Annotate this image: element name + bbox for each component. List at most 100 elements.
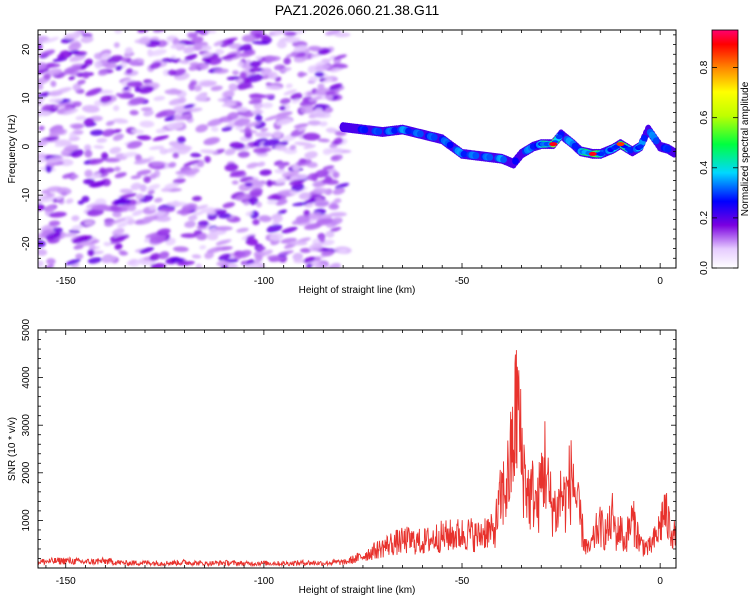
noise-blob	[195, 263, 203, 268]
noise-blob	[248, 99, 263, 105]
noise-blob	[125, 68, 133, 74]
noise-blob	[204, 58, 211, 65]
noise-blob	[150, 263, 166, 268]
noise-blob	[192, 211, 204, 216]
noise-blob	[261, 35, 271, 41]
noise-blob	[284, 31, 297, 37]
noise-blob	[80, 64, 88, 69]
noise-blob	[243, 77, 251, 84]
noise-blob	[215, 48, 225, 55]
x-tick-label: -100	[254, 276, 274, 287]
noise-blob	[159, 207, 175, 212]
noise-blob	[317, 48, 331, 55]
noise-blob	[169, 201, 188, 206]
noise-blob	[319, 235, 326, 243]
noise-blob	[292, 202, 308, 207]
noise-blob	[227, 112, 239, 120]
colorbar-gradient	[711, 29, 739, 269]
noise-blob	[151, 161, 165, 167]
noise-blob	[297, 71, 305, 78]
noise-blob	[70, 174, 79, 179]
noise-blob	[184, 168, 200, 176]
noise-blob	[187, 32, 198, 38]
noise-blob	[260, 127, 269, 132]
noise-blob	[325, 90, 336, 95]
noise-blob	[203, 137, 221, 146]
noise-blob	[169, 88, 179, 93]
noise-blob	[86, 208, 104, 217]
noise-blob	[314, 71, 325, 78]
noise-blob	[38, 68, 49, 76]
noise-blob	[193, 229, 203, 236]
noise-blob	[289, 179, 305, 186]
noise-blob	[305, 263, 313, 268]
noise-blob	[72, 235, 89, 244]
noise-blob	[121, 204, 130, 212]
noise-blob	[103, 241, 111, 247]
y-tick-label: 3000	[21, 414, 32, 437]
noise-blob	[214, 68, 229, 74]
noise-blob	[291, 99, 301, 104]
noise-blob	[244, 130, 253, 139]
noise-blob	[85, 87, 103, 97]
noise-blob	[139, 120, 155, 128]
noise-blob	[277, 209, 288, 215]
noise-blob	[223, 90, 235, 99]
noise-blob	[48, 98, 63, 103]
noise-blob	[307, 120, 322, 126]
noise-blob	[265, 85, 282, 90]
ridge-mark	[664, 145, 672, 153]
noise-blob	[204, 251, 214, 259]
noise-blob	[104, 220, 114, 227]
noise-blob	[255, 132, 273, 138]
colorbar: 0.0 0.2 0.4 0.6 0.8 Normalized spectral ampl…	[699, 29, 750, 275]
noise-blob	[275, 199, 288, 206]
noise-blob	[192, 195, 202, 202]
noise-blob	[289, 144, 297, 151]
noise-blob	[232, 70, 239, 76]
noise-blob	[333, 137, 343, 145]
noise-blob	[314, 64, 331, 71]
noise-blob	[184, 220, 196, 228]
ridge-mark	[555, 134, 563, 140]
noise-blob	[112, 211, 122, 218]
noise-blob	[193, 85, 202, 92]
signal-ridge	[339, 122, 676, 169]
noise-blob	[200, 149, 218, 154]
noise-blob	[80, 36, 94, 44]
noise-blob	[254, 254, 263, 262]
noise-blob	[290, 92, 303, 101]
noise-blob	[328, 203, 340, 210]
ridge-mark	[405, 127, 412, 135]
noise-blob	[84, 144, 92, 152]
noise-blob	[229, 141, 245, 150]
noise-blob	[101, 100, 114, 107]
noise-blob	[251, 40, 269, 45]
noise-blob	[275, 118, 293, 126]
noise-blob	[237, 151, 250, 158]
colorbar-tick-label: 0.2	[699, 211, 710, 225]
noise-blob	[81, 104, 100, 113]
ridge-mark	[640, 134, 648, 142]
noise-blob	[244, 182, 253, 187]
noise-blob	[244, 127, 252, 134]
noise-blob	[208, 57, 222, 65]
noise-blob	[148, 204, 157, 211]
snr-background	[38, 330, 676, 568]
noise-blob	[168, 98, 185, 106]
noise-blob	[298, 158, 307, 164]
noise-blob	[139, 184, 147, 192]
noise-blob	[277, 189, 296, 196]
noise-blob	[158, 251, 170, 260]
snr-frame	[37, 329, 677, 569]
noise-blob	[126, 140, 143, 149]
noise-blob	[308, 76, 319, 82]
noise-blob	[173, 246, 189, 253]
noise-blob	[252, 219, 260, 226]
noise-blob	[276, 40, 287, 49]
noise-blob	[101, 152, 109, 160]
noise-blob	[287, 37, 301, 43]
noise-blob	[199, 80, 218, 87]
noise-blob	[48, 220, 61, 227]
